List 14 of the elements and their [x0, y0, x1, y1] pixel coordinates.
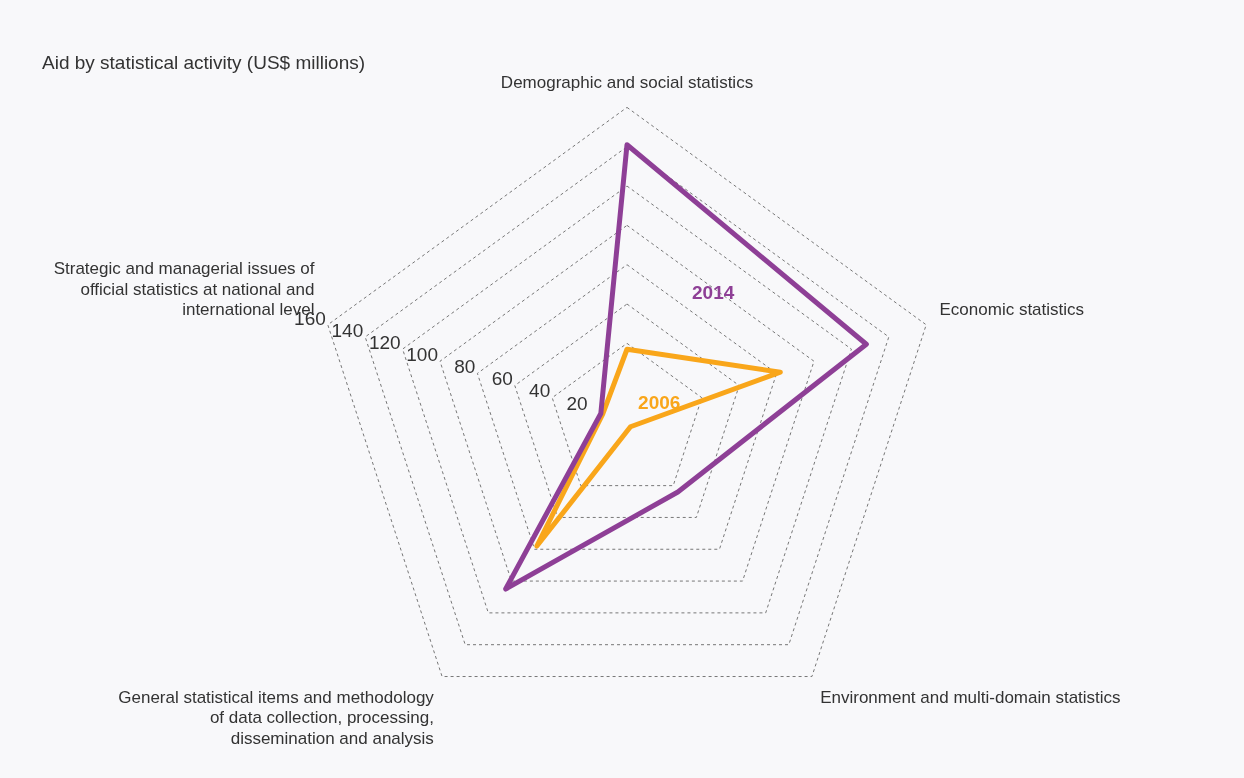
spoke-label: Economic statistics	[939, 299, 1085, 319]
chart-title: Aid by statistical activity (US$ millions)	[42, 52, 366, 74]
y-tick-label: 20	[566, 392, 588, 414]
spoke-label: General statistical items and methodology of data collection, processing, dissemination and analysis	[118, 687, 435, 748]
y-tick-label: 60	[491, 368, 513, 390]
y-tick-label: 140	[331, 319, 364, 341]
y-tick-label: 100	[406, 343, 438, 365]
spoke-label: Environment and multi-domain statistics	[820, 687, 1121, 707]
series-label: 2014	[692, 282, 735, 304]
spoke-label: Demographic and social statistics	[500, 72, 754, 92]
y-tick-label: 120	[368, 331, 401, 353]
y-tick-label: 40	[529, 380, 551, 402]
y-tick-label: 80	[454, 356, 476, 378]
series-label: 2006	[638, 392, 681, 414]
